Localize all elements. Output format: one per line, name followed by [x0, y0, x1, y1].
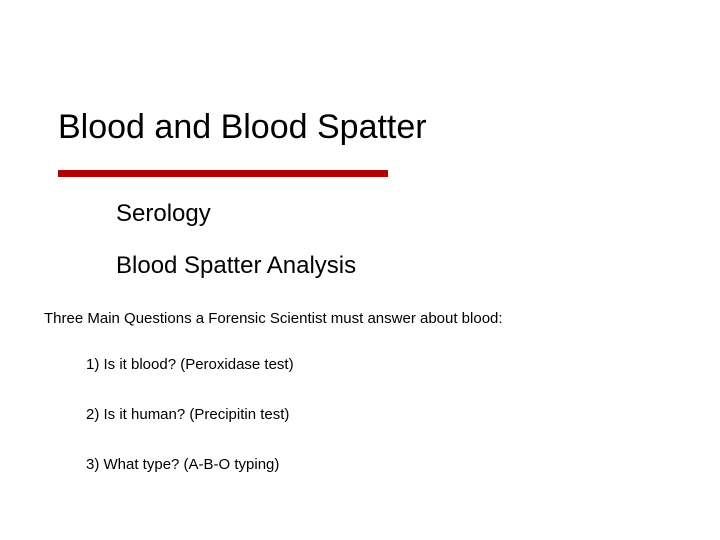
- question-3: 3) What type? (A-B-O typing): [86, 456, 279, 473]
- questions-intro: Three Main Questions a Forensic Scientis…: [44, 310, 503, 327]
- slide-title: Blood and Blood Spatter: [58, 108, 427, 147]
- title-divider: [58, 170, 388, 177]
- subtitle-spatter-analysis: Blood Spatter Analysis: [116, 252, 356, 280]
- question-2: 2) Is it human? (Precipitin test): [86, 406, 289, 423]
- question-1: 1) Is it blood? (Peroxidase test): [86, 356, 294, 373]
- subtitle-serology: Serology: [116, 200, 211, 228]
- slide-container: Blood and Blood Spatter Serology Blood S…: [0, 0, 720, 540]
